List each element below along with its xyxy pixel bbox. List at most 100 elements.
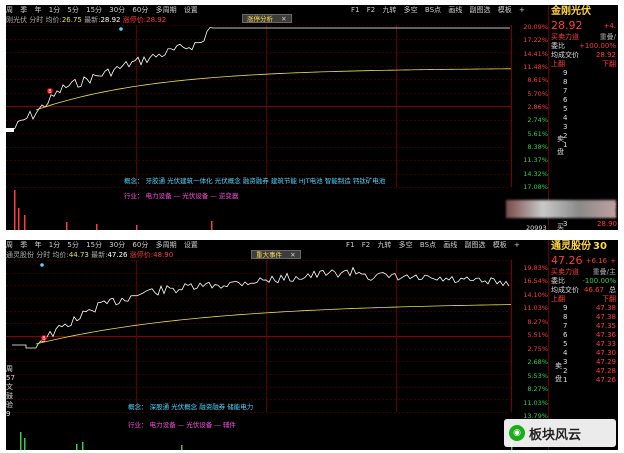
page-down-button[interactable]: 下翻: [602, 295, 616, 303]
stock-name: 通灵股份: [6, 251, 34, 259]
sell-level-price: 47.33: [595, 340, 616, 348]
sell-level-num: 6: [563, 331, 568, 339]
tool-f1[interactable]: F1: [351, 6, 360, 14]
period-30min[interactable]: 30分: [109, 241, 126, 249]
top-price-chart: B: [6, 25, 530, 230]
tool-subchart[interactable]: 副图选: [464, 241, 486, 249]
period-60min[interactable]: 60分: [132, 241, 149, 249]
left-strip-label: 周: [6, 365, 13, 373]
page-down-button[interactable]: 下翻: [602, 60, 616, 68]
tool-longshort[interactable]: 多空: [398, 241, 413, 249]
side-overlay[interactable]: 重叠/: [599, 33, 616, 41]
sell-level-row: 4 47.30: [549, 349, 618, 358]
sell-level-row: 3: [549, 123, 618, 132]
volume-bar: [20, 432, 22, 450]
left-strip-label: 9: [6, 410, 11, 418]
period-60min[interactable]: 60分: [132, 6, 149, 14]
volume-bar: [24, 438, 26, 450]
multi-period[interactable]: 多周期: [155, 241, 177, 249]
limit-value: 48.90: [153, 251, 174, 259]
tool-template[interactable]: 模板: [492, 241, 507, 249]
tool-add[interactable]: +: [513, 241, 520, 249]
right-tool-group: F1 F2 九转 多空 BS点 画线 副图选 模板 +: [351, 5, 530, 15]
tool-bs[interactable]: BS点: [424, 6, 442, 14]
page-up-button[interactable]: 上翻: [551, 60, 565, 68]
pct-axis-label: 2.75%: [527, 344, 548, 353]
settings-button[interactable]: 设置: [183, 241, 198, 249]
tool-add[interactable]: +: [518, 6, 525, 14]
sell-level-num: 7: [563, 87, 568, 95]
pct-axis-label: 8.61%: [527, 76, 548, 85]
industry-list: 行业： 电力设备 — 光伏设备 — 逆变器: [124, 192, 239, 200]
period-5min[interactable]: 5分: [67, 241, 79, 249]
tool-nine[interactable]: 九转: [382, 6, 397, 14]
sell-level-row: 5 47.33: [549, 340, 618, 349]
tool-f2[interactable]: F2: [361, 241, 371, 249]
close-icon[interactable]: ✕: [281, 15, 287, 23]
period-week[interactable]: 周: [6, 6, 13, 14]
bottom-order-book: 通灵股份 30 47.26 +6.16 + 买卖力道 重叠/主 委比 -100.00…: [548, 240, 618, 450]
pct-axis-label: 5.53%: [527, 371, 548, 380]
period-season[interactable]: 季: [20, 241, 28, 249]
multi-period[interactable]: 多周期: [155, 6, 177, 14]
period-5min[interactable]: 5分: [67, 6, 79, 14]
open-bar: [6, 128, 14, 132]
side-avg-value: 28.92: [595, 51, 616, 59]
sell-level-num: 2: [563, 367, 568, 375]
tool-subchart[interactable]: 副图选: [469, 6, 491, 14]
tab-label: 涨停分析: [247, 15, 273, 23]
tool-draw[interactable]: 画线: [448, 6, 463, 14]
sell-level-row: 4: [549, 114, 618, 123]
limit-analysis-tab[interactable]: 涨停分析 ✕: [242, 14, 292, 23]
tab-label: 重大事件: [256, 251, 282, 259]
side-overlay[interactable]: 重叠/主: [592, 268, 616, 276]
price-line: [11, 27, 510, 131]
tool-template[interactable]: 模板: [497, 6, 512, 14]
period-1min[interactable]: 1分: [48, 241, 61, 249]
period-year[interactable]: 年: [34, 6, 42, 14]
timeframe: 分时: [29, 16, 44, 24]
volume-bar: [18, 208, 20, 230]
left-strip-label: 文: [6, 383, 13, 391]
side-change-pct: +: [610, 257, 616, 265]
close-icon[interactable]: ✕: [290, 251, 296, 259]
sell-level-num: 7: [563, 322, 568, 330]
settings-button[interactable]: 设置: [183, 6, 198, 14]
latest-label: 最新:: [84, 16, 101, 24]
pct-axis-label: 11.48%: [523, 63, 548, 71]
period-year[interactable]: 年: [34, 241, 42, 249]
volume-bar: [181, 445, 183, 450]
period-15min[interactable]: 15分: [86, 6, 103, 14]
tool-f1[interactable]: F1: [346, 241, 355, 249]
sell-level-row: 6: [549, 96, 618, 105]
major-event-tab[interactable]: 重大事件 ✕: [251, 250, 301, 259]
sell-level-price: 47.38: [595, 304, 616, 312]
pct-axis-label: 20.09%: [523, 23, 548, 31]
side-power[interactable]: 买卖力道: [551, 33, 579, 41]
avg-value: 26.75: [61, 16, 82, 24]
left-strip-label: 鼓: [6, 392, 13, 400]
sell-level-price: 47.28: [595, 367, 616, 375]
volume-bar: [76, 444, 78, 450]
side-wb-value: +100.00%: [578, 42, 616, 50]
event-marker-icon: [119, 27, 123, 31]
tool-longshort[interactable]: 多空: [403, 6, 418, 14]
side-wb-label: 委比: [551, 42, 565, 50]
avg-label: 均价:: [45, 16, 62, 24]
period-15min[interactable]: 15分: [86, 241, 103, 249]
pct-axis-label: 14.32%: [523, 169, 548, 178]
period-1min[interactable]: 1分: [48, 6, 61, 14]
side-power[interactable]: 买卖力道: [551, 268, 579, 276]
sell-level-num: 8: [563, 313, 568, 321]
avg-value: 44.73: [68, 251, 89, 259]
tool-f2[interactable]: F2: [366, 6, 376, 14]
period-30min[interactable]: 30分: [109, 6, 126, 14]
period-season[interactable]: 季: [20, 6, 28, 14]
period-week[interactable]: 周: [6, 241, 13, 249]
b-signal-label: B: [48, 89, 52, 95]
tool-nine[interactable]: 九转: [377, 241, 392, 249]
b-signal-label: B: [42, 336, 46, 342]
page-up-button[interactable]: 上翻: [551, 295, 565, 303]
tool-bs[interactable]: BS点: [419, 241, 437, 249]
tool-draw[interactable]: 画线: [443, 241, 458, 249]
